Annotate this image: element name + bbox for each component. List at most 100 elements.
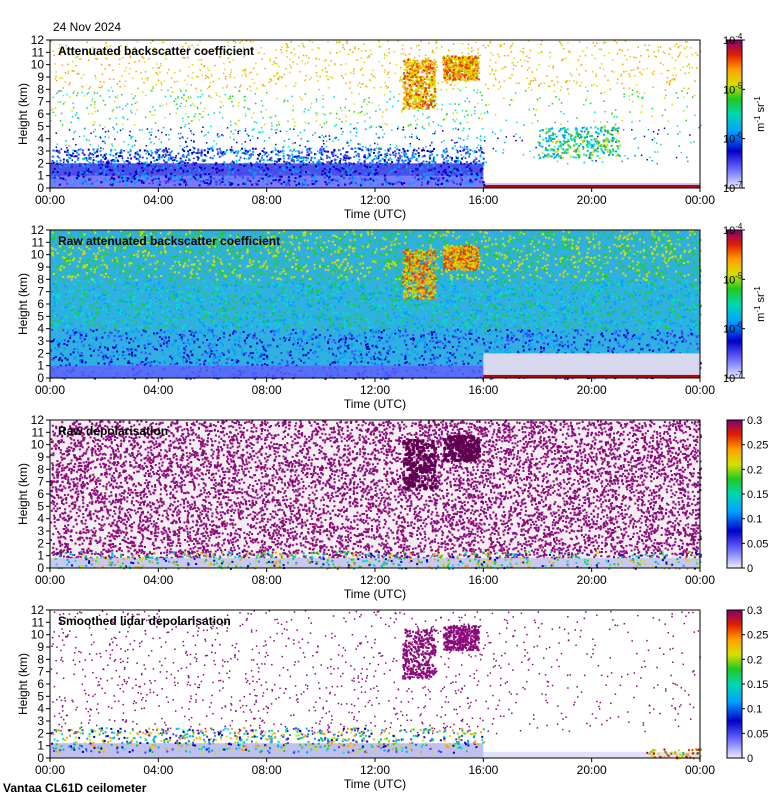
colorbar-tick-label: 0.25 xyxy=(747,440,768,452)
y-tick-label: 10 xyxy=(31,438,45,452)
y-tick-label: 12 xyxy=(31,603,45,617)
colorbar-tick-label: 0.05 xyxy=(747,728,768,740)
y-tick-label: 0 xyxy=(37,751,44,765)
colorbar-tick-label: 0.15 xyxy=(747,679,768,691)
x-tick-label: 08:00 xyxy=(252,383,282,397)
y-tick-label: 3 xyxy=(37,524,44,538)
y-tick-label: 6 xyxy=(37,677,44,691)
y-tick-label: 10 xyxy=(31,248,45,262)
x-tick-label: 04:00 xyxy=(143,763,173,777)
y-tick-label: 6 xyxy=(37,107,44,121)
instrument-label: Vantaa CL61D ceilometer xyxy=(3,781,146,795)
y-tick-label: 9 xyxy=(37,70,44,84)
x-tick-label: 20:00 xyxy=(577,193,607,207)
y-tick-label: 12 xyxy=(31,223,45,237)
colorbar: 10-4 10-5 10-6 10-7 m-1 sr-1 xyxy=(723,222,767,385)
y-tick-label: 0 xyxy=(37,371,44,385)
colorbar: 10-4 10-5 10-6 10-7 m-1 sr-1 xyxy=(723,32,767,195)
y-axis-label: Height (km) xyxy=(16,463,30,525)
y-tick-label: 11 xyxy=(32,615,45,629)
heatmap-field xyxy=(50,40,702,188)
y-tick-label: 2 xyxy=(37,156,44,170)
y-tick-label: 8 xyxy=(37,272,44,286)
colorbar-tick-label: 0.05 xyxy=(747,538,768,550)
x-axis-label: Time (UTC) xyxy=(344,207,406,221)
panel-title: Smoothed lidar depolarisation xyxy=(58,614,231,628)
y-tick-label: 9 xyxy=(37,260,44,274)
x-tick-label: 00:00 xyxy=(35,573,65,587)
x-tick-label: 08:00 xyxy=(252,573,282,587)
x-tick-label: 00:00 xyxy=(685,573,715,587)
y-tick-label: 5 xyxy=(37,499,44,513)
x-tick-label: 16:00 xyxy=(468,573,498,587)
x-tick-label: 12:00 xyxy=(360,573,390,587)
y-tick-label: 7 xyxy=(37,475,44,489)
y-tick-label: 5 xyxy=(37,119,44,133)
y-tick-label: 1 xyxy=(37,739,44,753)
y-tick-label: 9 xyxy=(37,450,44,464)
x-tick-label: 04:00 xyxy=(143,573,173,587)
y-tick-label: 9 xyxy=(37,640,44,654)
x-tick-label: 00:00 xyxy=(35,763,65,777)
y-tick-label: 0 xyxy=(37,181,44,195)
colorbar-tick-label: 10-5 xyxy=(723,81,743,96)
y-tick-label: 6 xyxy=(37,487,44,501)
colorbar-unit: m-1 sr-1 xyxy=(753,96,767,132)
x-tick-label: 04:00 xyxy=(143,383,173,397)
y-tick-label: 10 xyxy=(31,628,45,642)
x-axis-label: Time (UTC) xyxy=(344,587,406,601)
panel-title: Raw attenuated backscatter coefficient xyxy=(58,234,280,248)
colorbar-tick-label: 10-7 xyxy=(723,180,743,195)
colorbar-tick-label: 0.1 xyxy=(747,704,762,716)
colorbar-unit: m-1 sr-1 xyxy=(753,286,767,322)
x-tick-label: 08:00 xyxy=(252,763,282,777)
y-tick-label: 8 xyxy=(37,462,44,476)
x-tick-label: 12:00 xyxy=(360,193,390,207)
y-axis-label: Height (km) xyxy=(16,273,30,335)
y-tick-label: 5 xyxy=(37,309,44,323)
colorbar-tick-label: 0.3 xyxy=(747,605,762,617)
y-tick-label: 4 xyxy=(37,132,44,146)
colorbar-tick-label: 0.2 xyxy=(747,654,762,666)
y-tick-label: 4 xyxy=(37,512,44,526)
heatmap-field xyxy=(50,230,702,380)
y-tick-label: 11 xyxy=(32,425,45,439)
colorbar: 0.3 0.25 0.2 0.15 0.1 0.05 0 xyxy=(726,605,768,765)
x-tick-label: 12:00 xyxy=(360,763,390,777)
y-tick-label: 3 xyxy=(37,334,44,348)
y-tick-label: 3 xyxy=(37,714,44,728)
colorbar-tick-label: 0.15 xyxy=(747,489,768,501)
x-tick-label: 20:00 xyxy=(577,383,607,397)
x-tick-label: 16:00 xyxy=(468,193,498,207)
plot-area xyxy=(50,610,700,758)
y-tick-label: 4 xyxy=(37,322,44,336)
y-tick-label: 2 xyxy=(37,726,44,740)
x-tick-label: 00:00 xyxy=(685,763,715,777)
y-tick-label: 11 xyxy=(32,45,45,59)
y-tick-label: 5 xyxy=(37,689,44,703)
panel-title: Raw depolarisation xyxy=(58,424,168,438)
panel-title: Attenuated backscatter coefficient xyxy=(58,44,254,58)
colorbar-tick-label: 0.2 xyxy=(747,464,762,476)
colorbar-tick-label: 0.25 xyxy=(747,630,768,642)
y-tick-label: 8 xyxy=(37,82,44,96)
y-tick-label: 4 xyxy=(37,702,44,716)
colorbar-tick-label: 0.3 xyxy=(747,415,762,427)
colorbar-tick-label: 10-5 xyxy=(723,271,743,286)
y-axis-label: Height (km) xyxy=(16,83,30,145)
x-tick-label: 00:00 xyxy=(685,383,715,397)
y-tick-label: 2 xyxy=(37,346,44,360)
heatmap-field xyxy=(50,610,702,760)
y-tick-label: 6 xyxy=(37,297,44,311)
date-label: 24 Nov 2024 xyxy=(53,20,121,34)
x-axis-label: Time (UTC) xyxy=(344,397,406,411)
x-tick-label: 04:00 xyxy=(143,193,173,207)
y-tick-label: 7 xyxy=(37,665,44,679)
colorbar: 0.3 0.25 0.2 0.15 0.1 0.05 0 xyxy=(726,415,768,575)
y-tick-label: 10 xyxy=(31,58,45,72)
y-tick-label: 7 xyxy=(37,95,44,109)
y-tick-label: 8 xyxy=(37,652,44,666)
x-tick-label: 00:00 xyxy=(35,193,65,207)
